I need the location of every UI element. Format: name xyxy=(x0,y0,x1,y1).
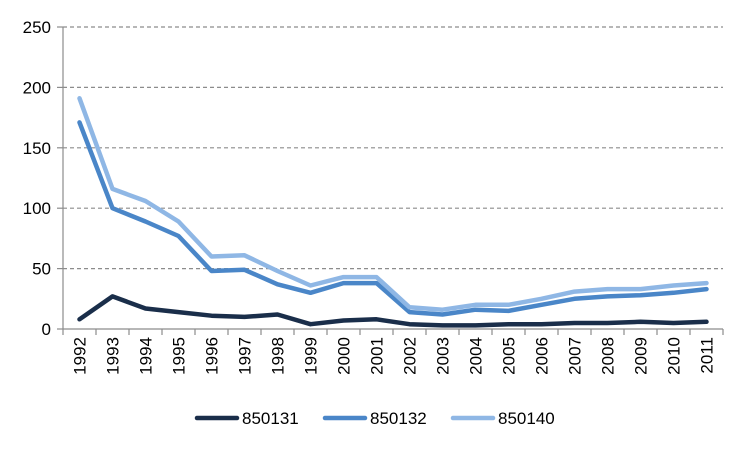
y-tick-label: 0 xyxy=(42,320,51,339)
x-tick-label: 1998 xyxy=(269,337,288,375)
y-tick-label: 100 xyxy=(23,199,51,218)
series-line-850131 xyxy=(77,294,709,328)
y-tick-label: 150 xyxy=(23,139,51,158)
x-tick-label: 1993 xyxy=(104,337,123,375)
x-tick-label: 1997 xyxy=(236,337,255,375)
x-tick-label: 1996 xyxy=(203,337,222,375)
x-tick-label: 1992 xyxy=(71,337,90,375)
x-tick-label: 2002 xyxy=(401,337,420,375)
legend-label-850132: 850132 xyxy=(370,409,427,428)
y-tick-label: 50 xyxy=(32,260,51,279)
y-tick-labels: 0 50 100 150 200 250 xyxy=(23,18,51,339)
x-tick-label: 2005 xyxy=(500,337,519,375)
x-tick-labels: 1992 1993 1994 1995 1996 1997 1998 1999 2000 2001… xyxy=(71,337,717,375)
x-tick-label: 1999 xyxy=(302,337,321,375)
legend-label-850140: 850140 xyxy=(498,409,555,428)
y-tick-label: 200 xyxy=(23,78,51,97)
y-tick-label: 250 xyxy=(23,18,51,37)
x-tick-label: 2001 xyxy=(368,337,387,375)
series-line-850132 xyxy=(77,120,709,317)
x-tick-label: 2009 xyxy=(632,337,651,375)
x-tick-label: 2008 xyxy=(599,337,618,375)
legend: 850131 850132 850140 xyxy=(194,409,555,428)
legend-label-850131: 850131 xyxy=(242,409,299,428)
grid-layer xyxy=(63,26,723,270)
x-tick-label: 2007 xyxy=(566,337,585,375)
x-tick-label: 2000 xyxy=(335,337,354,375)
x-tick-label: 2011 xyxy=(698,337,717,374)
series-line-850140 xyxy=(77,96,709,312)
x-tick-label: 2006 xyxy=(533,337,552,375)
x-tick-label: 2003 xyxy=(434,337,453,375)
x-tick-label: 2010 xyxy=(665,337,684,375)
series-layer xyxy=(77,96,709,328)
axis-layer xyxy=(57,26,724,335)
x-tick-label: 1995 xyxy=(170,337,189,375)
x-tick-label: 2004 xyxy=(467,337,486,375)
x-tick-label: 1994 xyxy=(137,337,156,375)
